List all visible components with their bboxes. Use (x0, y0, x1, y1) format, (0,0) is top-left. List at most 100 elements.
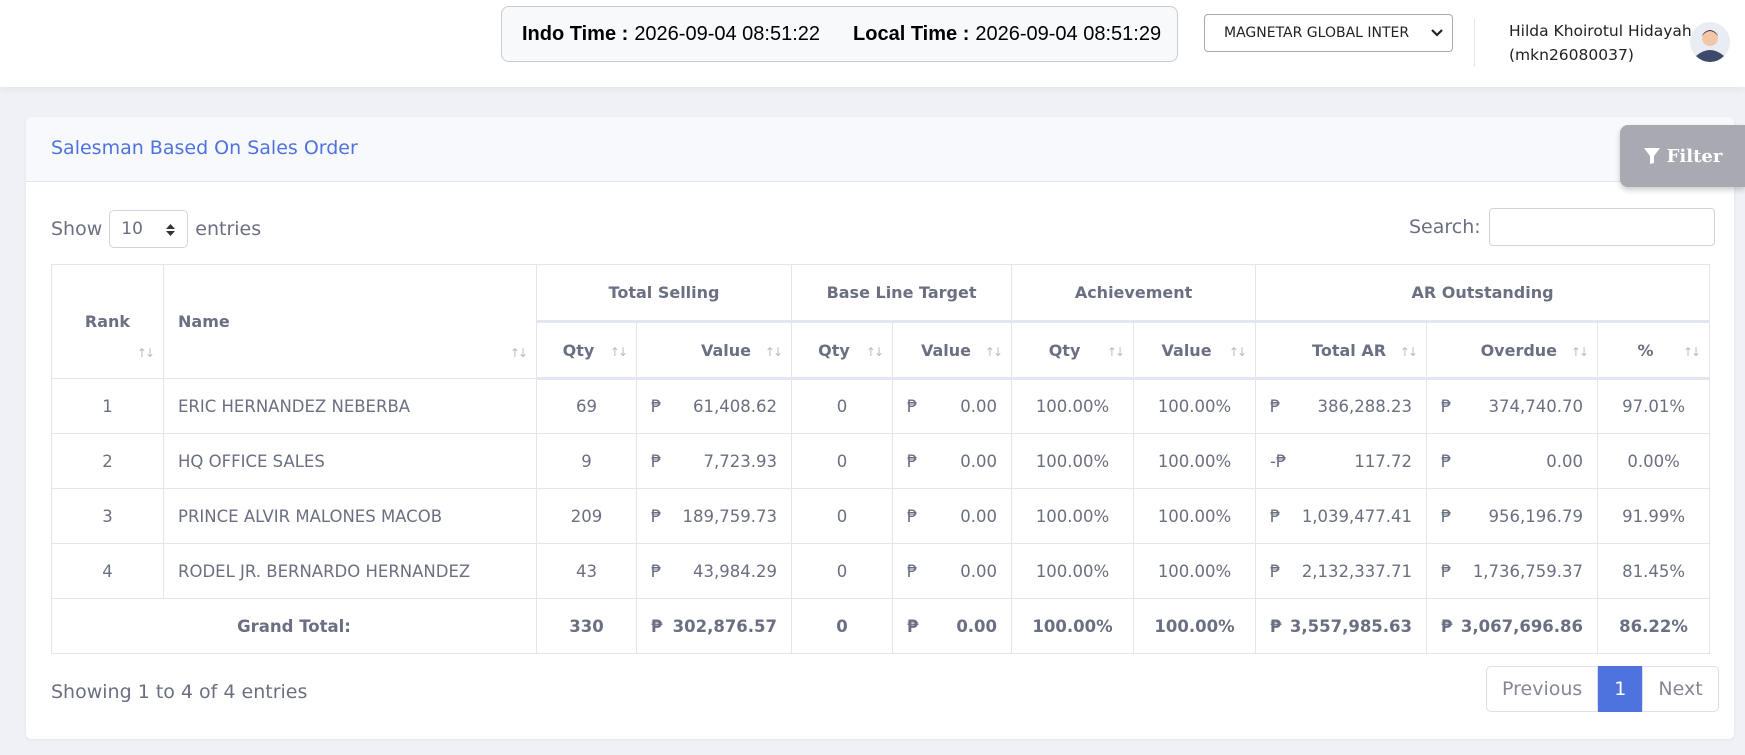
local-time-label: Local Time : (853, 22, 970, 45)
avatar[interactable] (1690, 22, 1730, 62)
amount: 7,723.93 (703, 451, 778, 471)
money: ₱ 3,067,696.86 (1441, 617, 1583, 636)
cell: 4 (51, 543, 164, 599)
money-cell: ₱ 0.00 (892, 433, 1013, 489)
currency: ₱ (651, 451, 662, 471)
currency: ₱ (651, 506, 662, 526)
money-cell: ₱ 0.00 (892, 543, 1013, 599)
money-cell: ₱ 43,984.29 (635, 543, 793, 599)
length-control: Show 10 entries (51, 210, 261, 248)
indo-time: 2026-09-04 08:51:22 (634, 22, 821, 45)
amount: 374,740.70 (1488, 397, 1584, 416)
money-cell: ₱ 1,039,477.41 (1255, 488, 1428, 544)
column-header[interactable]: Value (892, 321, 1013, 380)
cell: 330 (536, 598, 637, 654)
money: ₱ 374,740.70 (1441, 397, 1583, 416)
currency: ₱ (1441, 397, 1452, 416)
next-button[interactable]: Next (1642, 666, 1719, 712)
amount: 189,759.73 (682, 506, 778, 526)
currency: ₱ (1270, 561, 1281, 581)
user-info[interactable]: Hilda Khoirotul Hidayah (mkn26080037) (1509, 19, 1692, 67)
amount: 0.00 (960, 506, 998, 526)
search-label: Search: (1409, 216, 1481, 238)
column-header[interactable]: Qty (1011, 321, 1135, 380)
currency: ₱ (1441, 561, 1452, 581)
cell: 86.22% (1597, 598, 1711, 654)
company-select[interactable]: MAGNETAR GLOBAL INTER (1204, 14, 1453, 52)
pagination: Previous 1 Next (1486, 666, 1719, 712)
amount: 0.00 (1546, 451, 1584, 471)
group-header: Total Selling (535, 264, 793, 323)
currency: ₱ (1441, 451, 1452, 471)
amount: 43,984.29 (693, 561, 778, 581)
money-cell: ₱ 0.00 (892, 488, 1013, 544)
money-cell: ₱ 189,759.73 (635, 488, 793, 544)
column-header[interactable]: Qty (791, 321, 894, 380)
column-header[interactable]: Overdue (1426, 321, 1599, 380)
cell: 100.00% (1011, 378, 1135, 434)
column-header[interactable]: Value (1133, 321, 1257, 380)
currency: ₱ (907, 506, 918, 526)
entries-label: entries (195, 218, 262, 240)
previous-button[interactable]: Previous (1486, 666, 1599, 712)
cell: 0 (791, 378, 894, 434)
cell: 0 (791, 543, 894, 599)
group-header: AR Outstanding (1255, 264, 1711, 323)
money: ₱ 0.00 (907, 397, 997, 416)
column-header[interactable]: Qty (536, 321, 637, 380)
currency: ₱ (907, 397, 918, 416)
money: ₱ 956,196.79 (1441, 507, 1583, 526)
show-label: Show (51, 218, 103, 240)
money: -₱ 117.72 (1270, 452, 1412, 471)
cell: 81.45% (1597, 543, 1711, 599)
local-time: 2026-09-04 08:51:29 (975, 22, 1162, 45)
cell: 69 (536, 378, 637, 434)
page-button[interactable]: 1 (1598, 666, 1643, 712)
money-cell: ₱ 2,132,337.71 (1255, 543, 1428, 599)
money-cell: ₱ 374,740.70 (1426, 378, 1599, 434)
amount: 2,132,337.71 (1301, 561, 1413, 581)
cell: 1 (51, 378, 164, 434)
search-input[interactable] (1488, 208, 1715, 246)
money-cell: ₱ 0.00 (1426, 433, 1599, 489)
money: ₱ 386,288.23 (1270, 397, 1412, 416)
cell: 100.00% (1133, 378, 1257, 434)
name-header[interactable]: Name (163, 264, 537, 379)
filter-button[interactable]: Filter (1620, 125, 1745, 187)
cell: 100.00% (1011, 543, 1135, 599)
length-select[interactable]: 10 (109, 210, 189, 248)
amount: 302,876.57 (672, 616, 778, 636)
currency: ₱ (651, 616, 663, 636)
cell: 100.00% (1133, 433, 1257, 489)
amount: 956,196.79 (1488, 506, 1584, 526)
money-cell: ₱ 0.00 (892, 598, 1013, 654)
cell: 91.99% (1597, 488, 1711, 544)
money-cell: ₱ 302,876.57 (635, 598, 793, 654)
user-id: (mkn26080037) (1509, 46, 1634, 64)
column-header[interactable]: % (1597, 321, 1711, 380)
column-header[interactable]: Value (635, 321, 793, 380)
cell: 0 (791, 433, 894, 489)
money-cell: ₱ 386,288.23 (1255, 378, 1428, 434)
amount: 1,039,477.41 (1301, 506, 1413, 526)
money: ₱ 0.00 (907, 452, 997, 471)
company: MAGNETAR GLOBAL INTER (1224, 25, 1410, 41)
currency: ₱ (1441, 506, 1452, 526)
rank-header[interactable]: Rank (51, 264, 164, 379)
table-row: 3 PRINCE ALVIR MALONES MACOB 209 ₱ 189,759.7… (51, 488, 1711, 544)
column-header[interactable]: Total AR (1255, 321, 1428, 380)
total-row: Grand Total: 330 ₱ 302,876.57 0 ₱ 0.00 100.00% 1… (51, 598, 1711, 654)
search-control: Search: (1409, 208, 1715, 246)
amount: 0.00 (960, 397, 998, 416)
money: ₱ 0.00 (907, 562, 997, 581)
money-cell: ₱ 7,723.93 (635, 433, 793, 489)
user-name: Hilda Khoirotul Hidayah (1509, 22, 1692, 40)
cell: HQ OFFICE SALES (163, 433, 537, 489)
spinner (166, 224, 176, 236)
money: ₱ 2,132,337.71 (1270, 562, 1412, 581)
cell: ERIC HERNANDEZ NEBERBA (163, 378, 537, 434)
table-row: 2 HQ OFFICE SALES 9 ₱ 7,723.93 0 ₱ 0.00 100.00% 1… (51, 433, 1711, 489)
money: ₱ 189,759.73 (651, 507, 777, 526)
money: ₱ 1,039,477.41 (1270, 507, 1412, 526)
